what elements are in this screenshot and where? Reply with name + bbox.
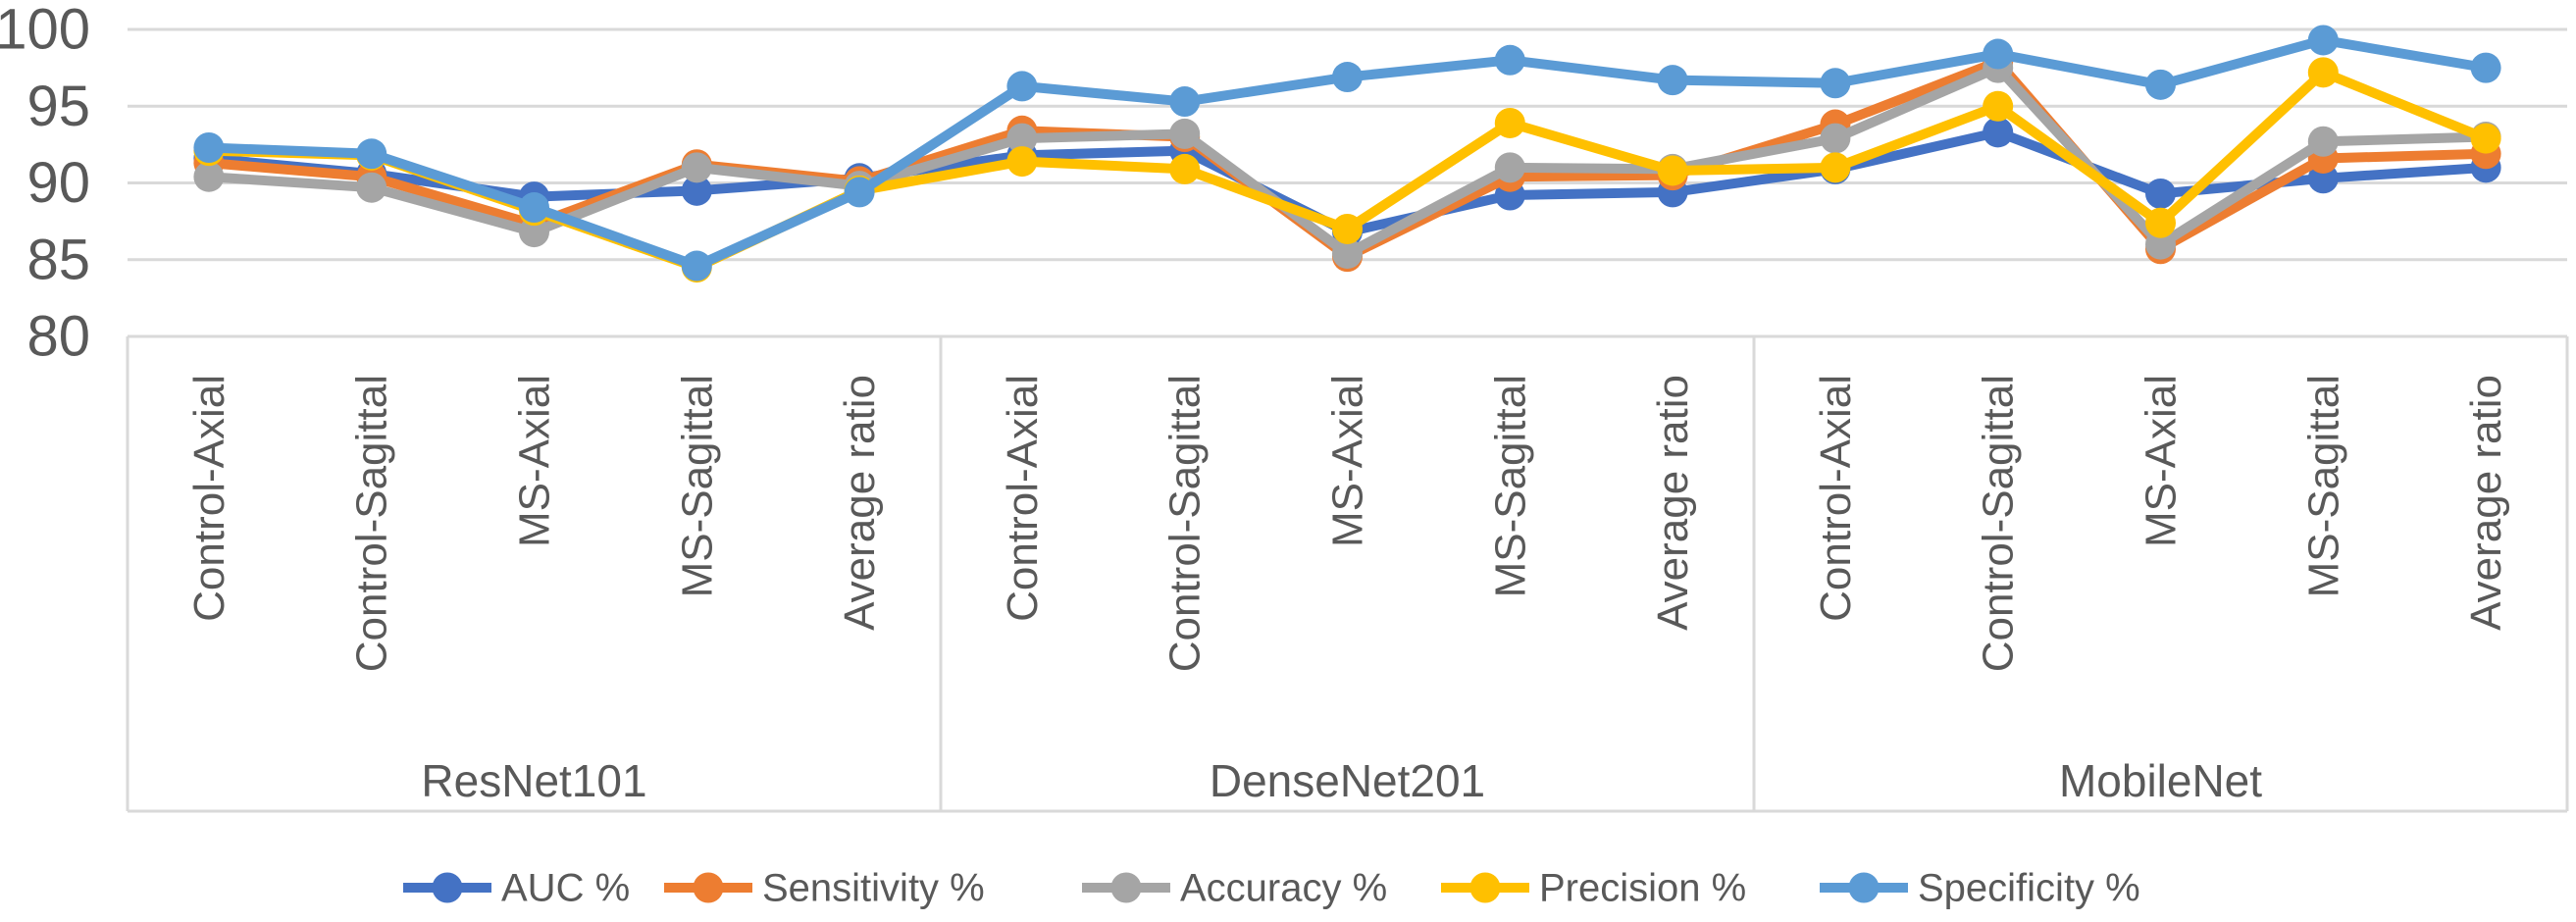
legend-marker-icon-precision- xyxy=(1469,872,1501,903)
legend-label-precision-: Precision % xyxy=(1539,867,1746,910)
data-marker-accuracy- xyxy=(519,217,549,248)
y-tick-label: 90 xyxy=(26,151,90,215)
y-tick-label: 100 xyxy=(0,0,90,62)
data-marker-accuracy- xyxy=(1820,123,1851,154)
group-label: ResNet101 xyxy=(421,755,646,806)
category-label: MS-Axial xyxy=(2138,375,2186,547)
data-marker-accuracy- xyxy=(356,172,387,203)
legend-label-auc-: AUC % xyxy=(501,867,630,910)
data-marker-auc- xyxy=(2145,178,2176,209)
data-marker-specificity- xyxy=(1169,86,1201,118)
data-marker-precision- xyxy=(1006,146,1038,178)
data-marker-specificity- xyxy=(2307,25,2339,56)
data-marker-specificity- xyxy=(1983,38,2014,70)
data-marker-accuracy- xyxy=(1006,123,1038,154)
legend-label-sensitivity-: Sensitivity % xyxy=(762,867,985,910)
category-label: MS-Sagittal xyxy=(1486,375,1534,597)
data-marker-specificity- xyxy=(844,177,875,208)
legend-label-specificity-: Specificity % xyxy=(1918,867,2140,910)
data-marker-precision- xyxy=(2145,207,2176,238)
data-marker-precision- xyxy=(1169,153,1201,184)
legend-marker-icon-specificity- xyxy=(1848,872,1880,903)
data-marker-precision- xyxy=(1657,155,1688,186)
category-label: MS-Sagittal xyxy=(673,375,721,597)
data-marker-accuracy- xyxy=(681,152,712,183)
legend-label-accuracy-: Accuracy % xyxy=(1180,867,1387,910)
data-marker-specificity- xyxy=(1332,62,1363,93)
data-marker-precision- xyxy=(2307,57,2339,88)
data-marker-precision- xyxy=(2470,123,2501,154)
data-marker-specificity- xyxy=(681,250,712,282)
data-marker-specificity- xyxy=(1494,44,1525,76)
data-marker-accuracy- xyxy=(2307,126,2339,157)
y-tick-label: 80 xyxy=(26,305,90,369)
group-label: DenseNet201 xyxy=(1210,755,1485,806)
y-tick-label: 95 xyxy=(26,75,90,138)
data-marker-specificity- xyxy=(193,132,225,164)
legend-marker-icon-auc- xyxy=(432,872,463,903)
data-marker-specificity- xyxy=(519,192,549,224)
data-marker-specificity- xyxy=(356,138,387,170)
category-label: MS-Axial xyxy=(1324,375,1372,547)
data-marker-specificity- xyxy=(2145,69,2176,100)
legend-marker-icon-accuracy- xyxy=(1110,872,1142,903)
data-marker-precision- xyxy=(1332,213,1363,244)
data-marker-accuracy- xyxy=(1169,118,1201,149)
category-label: MS-Sagittal xyxy=(2299,375,2347,597)
category-label: Control-Sagittal xyxy=(1975,375,2023,672)
data-marker-precision- xyxy=(1494,107,1525,138)
data-marker-precision- xyxy=(1983,90,2014,122)
data-marker-auc- xyxy=(1983,117,2014,148)
group-label: MobileNet xyxy=(2059,755,2262,806)
category-label: MS-Axial xyxy=(511,375,559,547)
data-marker-auc- xyxy=(681,175,712,206)
data-marker-specificity- xyxy=(1657,65,1688,96)
category-label: Average ratio xyxy=(1649,375,1697,631)
category-label: Control-Axial xyxy=(185,375,233,622)
category-label: Control-Axial xyxy=(999,375,1047,622)
data-marker-precision- xyxy=(1820,152,1851,183)
data-marker-specificity- xyxy=(1820,68,1851,99)
category-label: Average ratio xyxy=(2462,375,2510,631)
category-label: Control-Sagittal xyxy=(348,375,396,672)
data-marker-specificity- xyxy=(1006,71,1038,102)
data-marker-accuracy- xyxy=(193,161,225,192)
y-tick-label: 85 xyxy=(26,228,90,291)
category-label: Average ratio xyxy=(836,375,884,631)
category-label: Control-Sagittal xyxy=(1161,375,1210,672)
legend-marker-icon-sensitivity- xyxy=(693,872,724,903)
data-marker-specificity- xyxy=(2470,52,2501,83)
category-label: Control-Axial xyxy=(1812,375,1860,622)
data-marker-accuracy- xyxy=(2145,229,2176,260)
data-marker-accuracy- xyxy=(1332,237,1363,269)
data-marker-accuracy- xyxy=(1494,152,1525,183)
